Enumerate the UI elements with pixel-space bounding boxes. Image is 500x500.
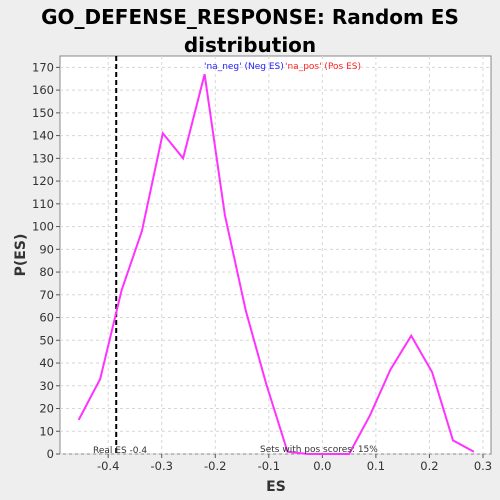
y-axis-label: P(ES) [13,234,29,277]
chart-title-line1: GO_DEFENSE_RESPONSE: Random ES [41,5,459,29]
plot-area [59,55,492,455]
x-tick-label: -0.1 [258,459,280,473]
y-tick-label: 170 [32,60,54,74]
y-tick-label: 120 [32,174,54,188]
x-axis-ticks: -0.4 -0.3 -0.2 -0.1 0.0 0.1 0.2 0.3 [97,454,492,473]
x-tick-label: 0.1 [367,459,385,473]
x-tick-label: 0.0 [313,459,331,473]
real-es-label: Real ES -0.4 [93,446,147,456]
y-tick-label: 140 [32,129,54,143]
y-tick-label: 0 [47,447,54,461]
y-tick-label: 70 [39,288,54,302]
x-axis-label: ES [266,479,286,495]
y-tick-label: 10 [39,424,54,438]
legend-neg: 'na_neg' (Neg ES) [204,62,284,72]
y-tick-label: 110 [32,197,54,211]
y-tick-label: 160 [32,83,54,97]
pos-scores-label: Sets with pos scores: 15% [260,445,378,455]
y-tick-label: 20 [39,402,54,416]
x-tick-label: 0.3 [474,459,492,473]
y-tick-label: 130 [32,151,54,165]
y-tick-label: 90 [39,242,54,256]
y-tick-label: 30 [39,379,54,393]
chart-title-line2: distribution [183,33,317,57]
x-tick-label: -0.4 [97,459,119,473]
y-tick-label: 40 [39,356,54,370]
y-tick-label: 50 [39,333,54,347]
y-axis-ticks: 0 10 20 30 40 50 60 70 80 90 100 110 120 130 140 150 160… [32,60,60,461]
y-tick-label: 100 [32,220,54,234]
x-tick-label: -0.3 [151,459,173,473]
x-tick-label: -0.2 [204,459,226,473]
legend-pos: 'na_pos' (Pos ES) [285,62,361,72]
y-tick-label: 80 [39,265,54,279]
y-tick-label: 150 [32,106,54,120]
x-tick-label: 0.2 [420,459,438,473]
chart-title: GO_DEFENSE_RESPONSE: Random ES distribut… [0,3,500,59]
grid-lines [60,56,491,455]
series-line [77,73,475,455]
y-tick-label: 60 [39,311,54,325]
